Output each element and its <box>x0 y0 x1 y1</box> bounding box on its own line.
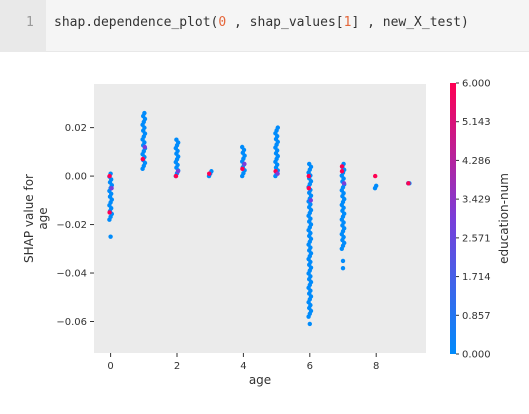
code-gutter <box>0 0 46 52</box>
scatter-points <box>107 110 412 327</box>
point-age-2 <box>174 137 179 142</box>
x-axis: 0 2 4 6 8 <box>107 353 379 372</box>
point-age-6 <box>307 161 312 167</box>
colorbar-tick-label: 5.143 <box>462 117 491 128</box>
point-age-7-high <box>339 169 345 174</box>
code-token-0: shap.dependence_plot( <box>54 15 219 30</box>
code-token-3: 1 <box>343 15 352 30</box>
x-tick-label: 0 <box>107 361 113 372</box>
point-age-8-high <box>373 173 378 179</box>
point-age-1-high <box>140 156 145 162</box>
colorbar-label: education-num <box>497 173 511 264</box>
y-tick-label: 0.00 <box>65 172 87 183</box>
colorbar-tick-label: 6.000 <box>462 79 491 90</box>
point-age-7-high <box>339 164 345 169</box>
colorbar-tick-label: 3.429 <box>462 195 491 206</box>
point-age-4-high <box>242 161 247 167</box>
y-tick-label: 0.02 <box>65 123 87 134</box>
code-cell[interactable]: 1 shap.dependence_plot(0 , shap_values[1… <box>0 0 529 52</box>
point-age-5 <box>275 125 280 130</box>
point-age-1-high <box>142 144 147 150</box>
point-age-3-high <box>207 171 212 176</box>
code-token-2: , shap_values[ <box>226 15 344 30</box>
colorbar-tick-label: 4.286 <box>462 156 491 167</box>
point-age-8 <box>374 183 379 188</box>
point-age-6 <box>307 321 312 327</box>
dependence-plot: 0.02 0.00 −0.02 −0.04 −0.06 0 2 4 6 8 age SHAP v… <box>22 79 511 388</box>
point-age-2-high <box>175 169 181 174</box>
point-age-1 <box>142 110 147 116</box>
y-tick-label: −0.06 <box>56 317 87 328</box>
point-age-0-high <box>109 186 114 191</box>
y-axis-label-line: age <box>36 207 50 229</box>
point-age-6-high <box>306 173 311 179</box>
colorbar-tick-label: 0.000 <box>462 350 491 361</box>
plot-area <box>94 84 426 353</box>
colorbar-tick-label: 2.571 <box>462 233 491 244</box>
y-tick-label: −0.02 <box>56 220 87 231</box>
point-age-4 <box>240 144 245 150</box>
point-age-0-high <box>107 173 112 179</box>
point-age-6-high <box>308 198 313 203</box>
point-age-7 <box>340 265 346 271</box>
code-line[interactable]: shap.dependence_plot(0 , shap_values[1] … <box>54 15 469 30</box>
point-age-9-high <box>406 181 411 186</box>
colorbar-ticks: 6.000 5.143 4.286 3.429 2.571 1.714 0.857 0.000 <box>456 79 491 361</box>
y-axis: 0.02 0.00 −0.02 −0.04 −0.06 <box>56 123 94 328</box>
y-axis-label-line: SHAP value for <box>22 174 36 263</box>
x-axis-label: age <box>249 373 271 387</box>
point-age-7 <box>340 258 346 264</box>
x-tick-label: 4 <box>240 361 246 372</box>
x-tick-label: 6 <box>307 361 313 372</box>
code-token-1: 0 <box>218 15 227 30</box>
point-age-5-high <box>275 171 280 176</box>
x-tick-label: 2 <box>174 361 180 372</box>
point-age-2-high <box>173 173 179 179</box>
colorbar <box>450 83 456 354</box>
point-age-0-high <box>107 210 112 215</box>
code-token-4: ] , new_X_test) <box>351 15 469 30</box>
point-age-6-high <box>306 186 311 191</box>
colorbar-tick-label: 0.857 <box>462 311 491 322</box>
point-age-7-high <box>341 181 347 186</box>
x-tick-label: 8 <box>373 361 379 372</box>
y-axis-label: SHAP value forage <box>22 174 50 263</box>
colorbar-tick-label: 1.714 <box>462 272 491 283</box>
line-number: 1 <box>26 15 34 30</box>
point-age-4-high <box>240 166 245 172</box>
point-age-0 <box>108 234 113 239</box>
y-tick-label: −0.04 <box>56 269 87 280</box>
